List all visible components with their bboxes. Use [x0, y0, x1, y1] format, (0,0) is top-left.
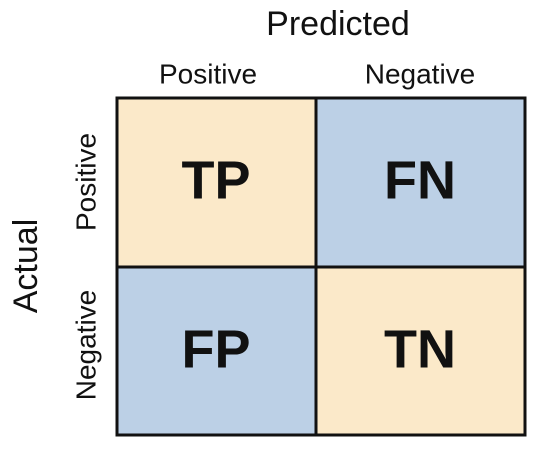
- cell-bg: [117, 98, 316, 267]
- column-title: Predicted: [266, 5, 410, 43]
- cell-bg: [316, 98, 525, 267]
- cell-bg: [117, 267, 316, 435]
- row-label: Positive: [70, 133, 101, 231]
- row-title: Actual: [7, 219, 45, 314]
- cell-label: TN: [384, 319, 456, 379]
- column-label: Negative: [365, 58, 476, 89]
- cell-label: FN: [384, 150, 456, 210]
- cell-label: TP: [181, 150, 250, 210]
- cell-label: FP: [181, 319, 250, 379]
- row-label: Negative: [70, 290, 101, 401]
- cell-bg: [316, 267, 525, 435]
- column-label: Positive: [159, 58, 257, 89]
